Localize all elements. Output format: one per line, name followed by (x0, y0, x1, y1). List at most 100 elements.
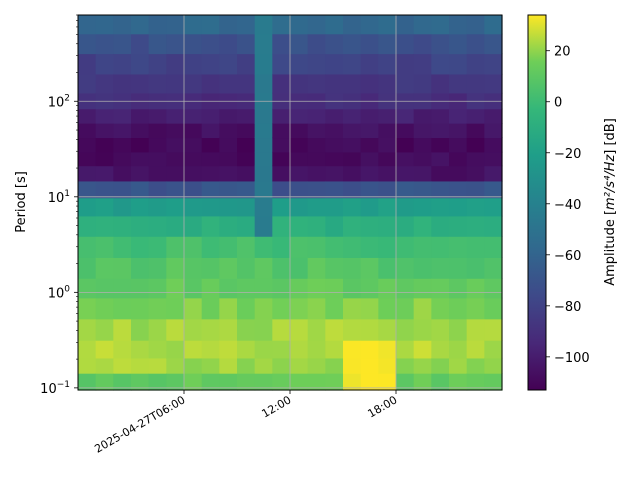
heatmap-cell (237, 197, 256, 217)
heatmap-cell (237, 180, 256, 199)
heatmap-cell (237, 53, 256, 75)
heatmap-cell (396, 357, 415, 374)
heatmap-cell (413, 73, 432, 94)
heatmap-cell (449, 236, 468, 258)
heatmap-cell (413, 297, 432, 320)
heatmap-cell (201, 73, 220, 94)
heatmap-cell (254, 137, 273, 153)
heatmap-cell (449, 215, 468, 237)
heatmap-cell (113, 108, 132, 124)
heatmap-cell (413, 108, 432, 124)
heatmap-cell (466, 137, 485, 153)
heatmap-cell (95, 108, 114, 124)
heatmap-cell (131, 318, 150, 341)
heatmap-cell (484, 215, 503, 237)
heatmap-cell (378, 278, 397, 299)
heatmap-cell (166, 33, 185, 55)
heatmap-cell (254, 53, 273, 75)
heatmap-cell (148, 236, 167, 258)
heatmap-cell (396, 297, 415, 320)
heatmap-cell (272, 108, 291, 124)
heatmap-cell (290, 15, 309, 35)
heatmap-cell (254, 123, 273, 139)
heatmap-cell (484, 318, 503, 341)
heatmap-cell (78, 108, 97, 124)
heatmap-cell (148, 180, 167, 199)
heatmap-cell (219, 151, 238, 167)
y-tick-label-base: 10 (48, 286, 65, 301)
heatmap-cell (78, 215, 97, 237)
heatmap-cell (95, 297, 114, 320)
heatmap-cell (484, 197, 503, 217)
heatmap-cell (343, 236, 362, 258)
y-tick-label-base: 10 (40, 382, 57, 397)
heatmap-cell (343, 151, 362, 167)
heatmap-cell (131, 340, 150, 359)
heatmap-cell (413, 340, 432, 359)
heatmap-cell (431, 180, 450, 199)
heatmap-cell (378, 215, 397, 237)
heatmap-cell (378, 373, 397, 391)
heatmap-cell (166, 165, 185, 182)
heatmap-cell (360, 357, 379, 374)
heatmap-cell (325, 123, 344, 139)
heatmap-cell (413, 318, 432, 341)
heatmap-cell (378, 137, 397, 153)
heatmap-cell (484, 357, 503, 374)
heatmap-cell (254, 278, 273, 299)
heatmap-cell (201, 318, 220, 341)
heatmap-cell (201, 180, 220, 199)
heatmap-cell (396, 33, 415, 55)
heatmap-cell (148, 318, 167, 341)
heatmap-cell (237, 165, 256, 182)
heatmap-cell (290, 53, 309, 75)
heatmap-cell (396, 236, 415, 258)
heatmap-cell (431, 257, 450, 279)
heatmap-cell (378, 297, 397, 320)
heatmap-cell (219, 373, 238, 391)
heatmap-cell (201, 108, 220, 124)
heatmap-cell (219, 137, 238, 153)
heatmap-cell (413, 236, 432, 258)
heatmap-cell (113, 53, 132, 75)
heatmap-cell (272, 33, 291, 55)
heatmap-cell (95, 357, 114, 374)
heatmap-cell (148, 297, 167, 320)
heatmap-cell (184, 278, 203, 299)
heatmap-cell (184, 137, 203, 153)
heatmap-cell (78, 180, 97, 199)
heatmap-cell (95, 123, 114, 139)
heatmap-cell (131, 297, 150, 320)
heatmap-cell (449, 197, 468, 217)
heatmap-cell (484, 73, 503, 94)
heatmap-cell (413, 180, 432, 199)
heatmap-cell (272, 53, 291, 75)
heatmap-cell (431, 373, 450, 391)
heatmap-cell (396, 318, 415, 341)
heatmap-cell (325, 180, 344, 199)
heatmap-cell (148, 197, 167, 217)
heatmap-cell (272, 318, 291, 341)
heatmap-cell (307, 53, 326, 75)
heatmap-cell (254, 373, 273, 391)
heatmap-cell (113, 165, 132, 182)
heatmap-cell (201, 278, 220, 299)
heatmap-cell (307, 165, 326, 182)
heatmap-cell (272, 73, 291, 94)
heatmap-cell (343, 340, 362, 359)
heatmap-cell (466, 123, 485, 139)
heatmap-cell (254, 357, 273, 374)
y-tick-label-base: 10 (48, 95, 65, 110)
heatmap-cell (431, 15, 450, 35)
heatmap-cell (325, 165, 344, 182)
heatmap-cell (272, 357, 291, 374)
heatmap-cell (254, 318, 273, 341)
heatmap-cell (449, 278, 468, 299)
heatmap-cell (484, 137, 503, 153)
heatmap-cell (413, 53, 432, 75)
heatmap-cell (307, 137, 326, 153)
heatmap-cell (290, 108, 309, 124)
heatmap-cell (254, 340, 273, 359)
heatmap-cell (95, 73, 114, 94)
heatmap-cell (396, 165, 415, 182)
